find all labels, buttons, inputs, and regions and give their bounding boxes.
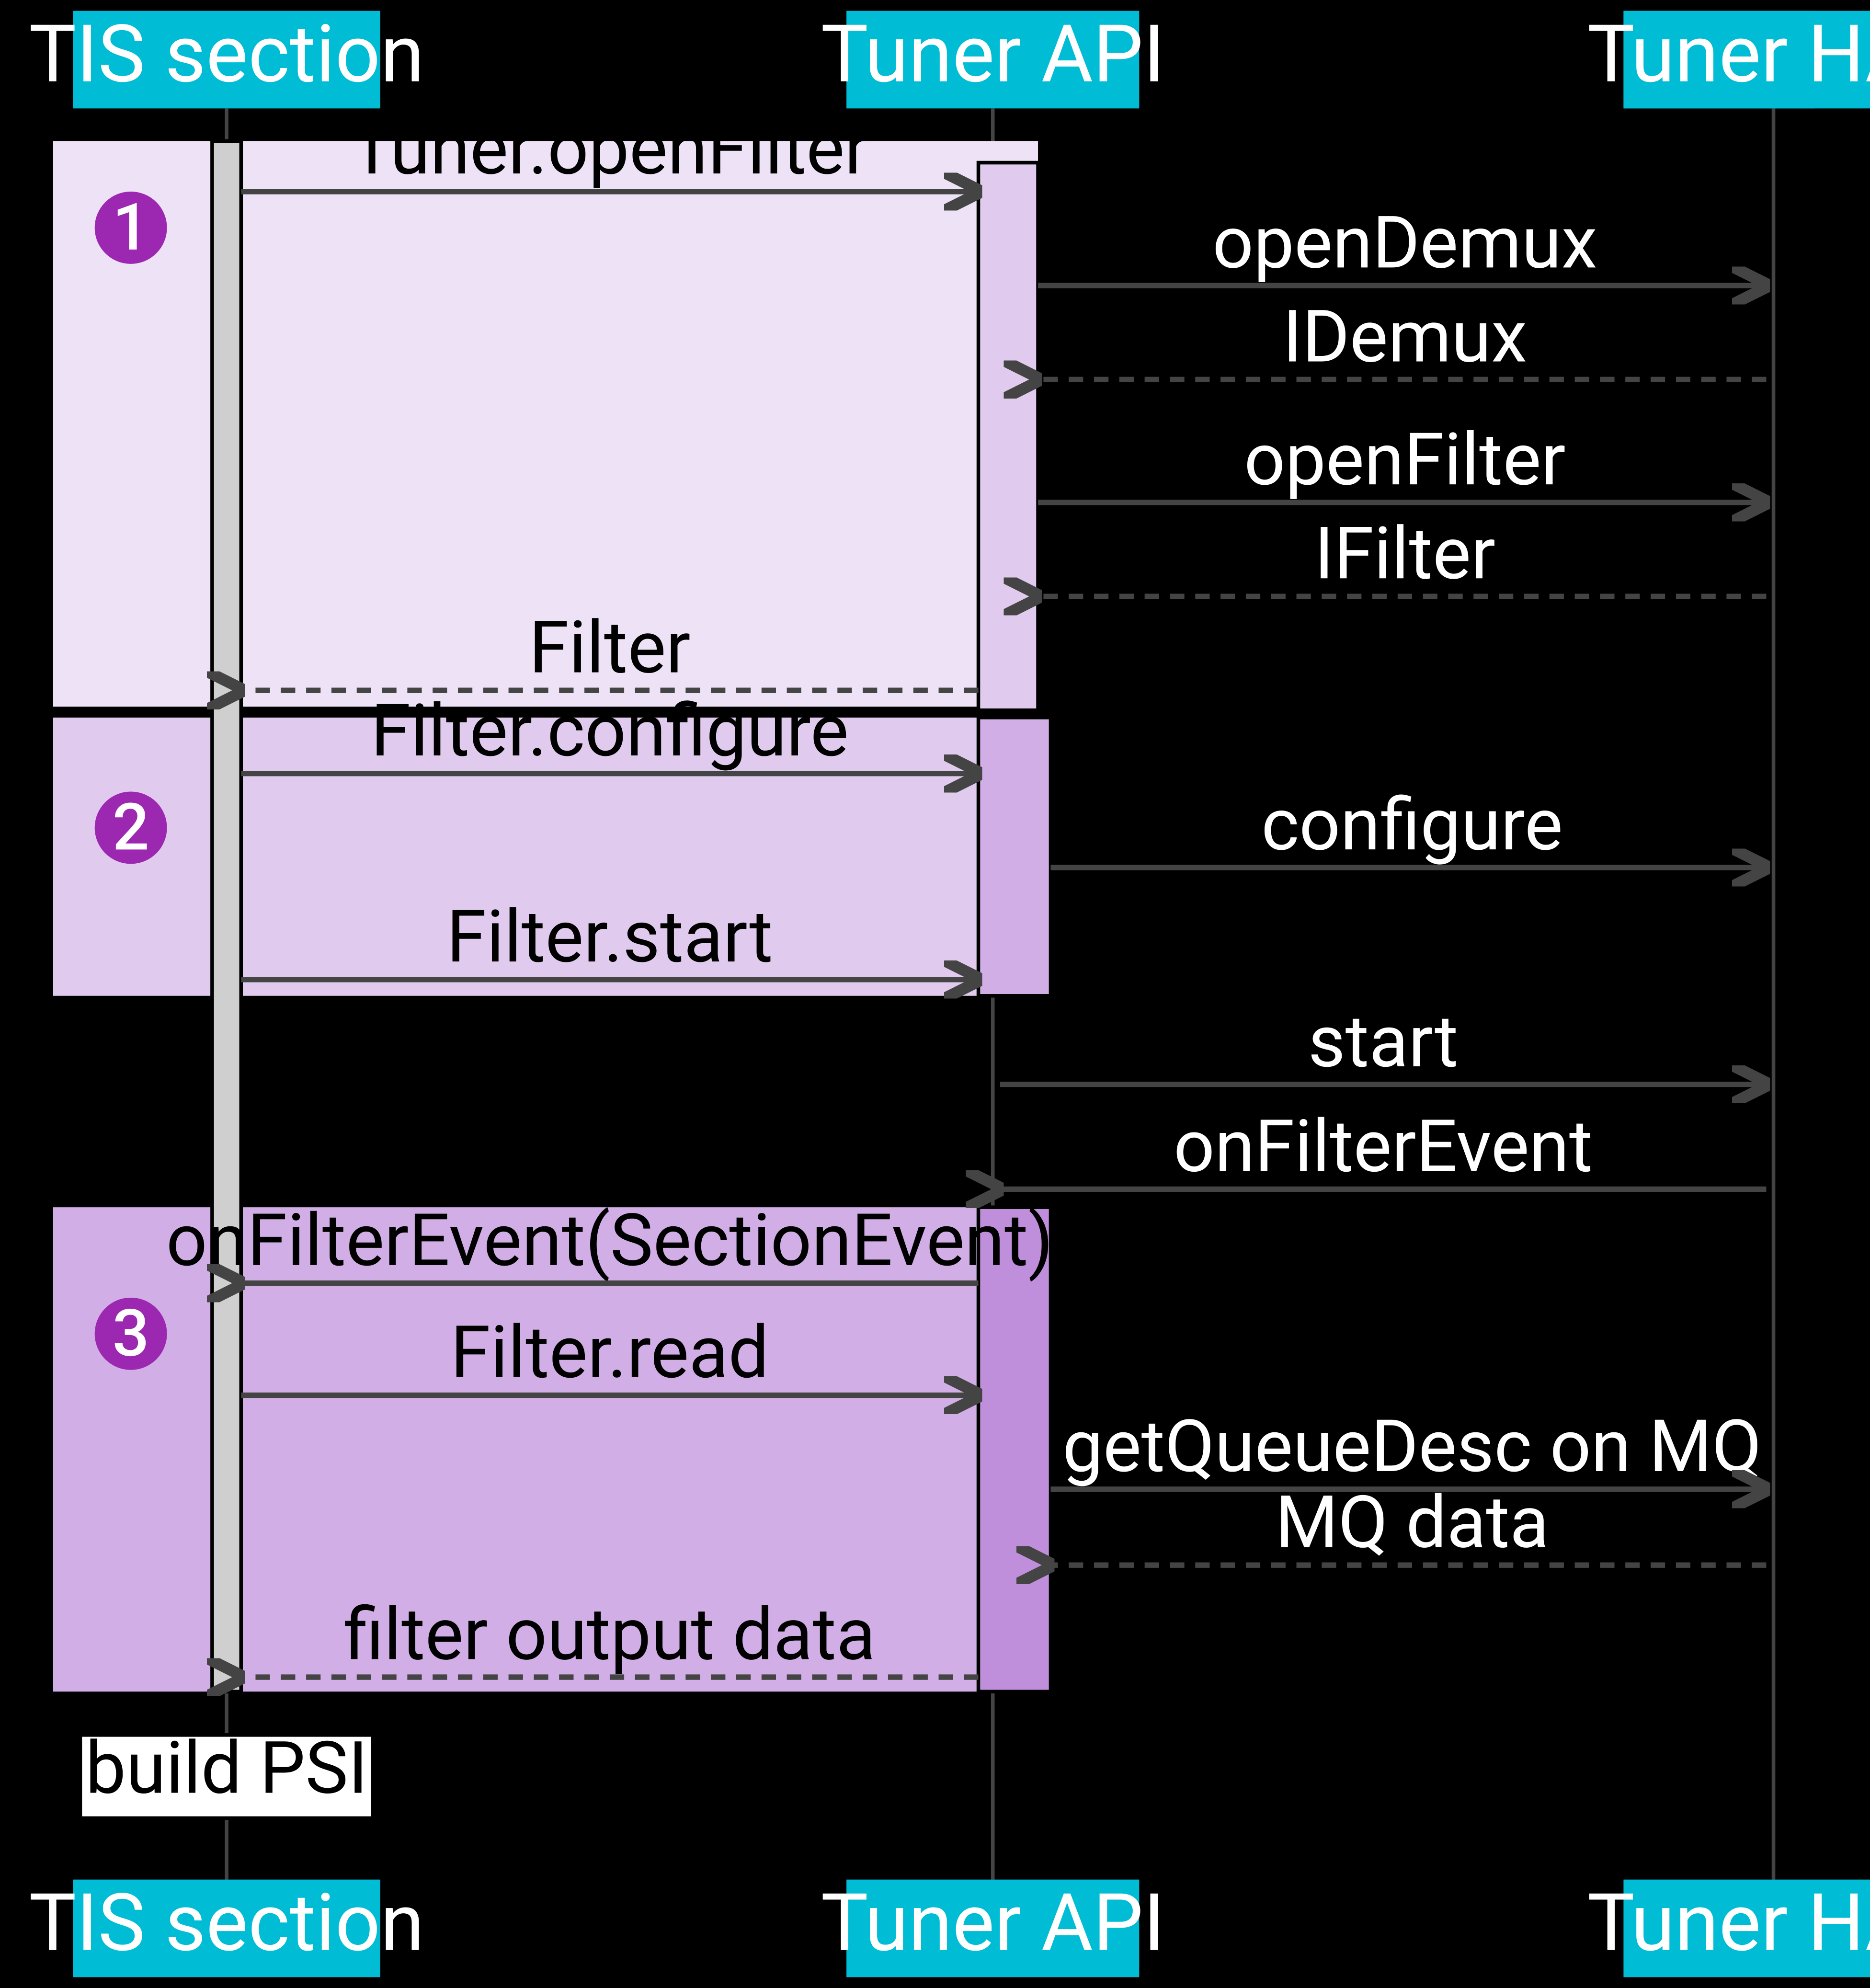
- participant-api-label-bottom: Tuner API: [821, 1876, 1165, 1970]
- participant-hal-label: Tuner HAL: [1587, 8, 1870, 101]
- step-1-number: 1: [113, 190, 149, 266]
- msg-11-label: onFilterEvent(SectionEvent): [166, 1198, 1053, 1283]
- msg-5-label: Filter: [529, 605, 690, 690]
- msg-1-label: openDemux: [1212, 200, 1597, 285]
- msg-8-label: Filter.start: [446, 894, 773, 979]
- note-build-psi-label: build PSI: [85, 1726, 368, 1811]
- msg-9-label: start: [1308, 999, 1459, 1084]
- msg-6-label: Filter.configure: [371, 688, 849, 773]
- participant-api-bottom: Tuner API: [821, 1876, 1165, 1977]
- activation-api-1: [979, 163, 1038, 710]
- sequence-diagram: TIS section Tuner API Tuner HAL 1 2 3 Tu…: [0, 0, 1870, 1988]
- participant-hal-label-bottom: Tuner HAL: [1587, 1876, 1870, 1970]
- msg-14-label: MQ data: [1275, 1480, 1549, 1565]
- msg-3-label: openFilter: [1244, 417, 1565, 502]
- activation-tis: [212, 141, 241, 1691]
- participant-hal-top: Tuner HAL: [1587, 8, 1870, 109]
- participant-hal-bottom: Tuner HAL: [1587, 1876, 1870, 1977]
- participant-tis-top: TIS section: [29, 8, 424, 109]
- step-2-number: 2: [113, 789, 149, 866]
- participant-tis-bottom: TIS section: [29, 1876, 424, 1977]
- participant-api-label: Tuner API: [821, 8, 1165, 101]
- step-3-number: 3: [113, 1296, 149, 1372]
- participant-tis-label: TIS section: [29, 8, 424, 101]
- participant-tis-label-bottom: TIS section: [29, 1876, 424, 1970]
- msg-13-label: getQueueDesc on MQ: [1062, 1404, 1762, 1489]
- msg-0-label: Tuner.openFilter: [350, 106, 869, 191]
- msg-7-label: configure: [1261, 782, 1563, 867]
- msg-12-label: Filter.read: [450, 1310, 769, 1395]
- msg-10-label: onFilterEvent: [1174, 1104, 1593, 1189]
- participant-api-top: Tuner API: [821, 8, 1165, 109]
- activation-api-2: [979, 718, 1051, 996]
- msg-15-label: filter output data: [344, 1592, 876, 1677]
- msg-4-label: IFilter: [1314, 511, 1495, 596]
- msg-2-label: IDemux: [1283, 295, 1527, 379]
